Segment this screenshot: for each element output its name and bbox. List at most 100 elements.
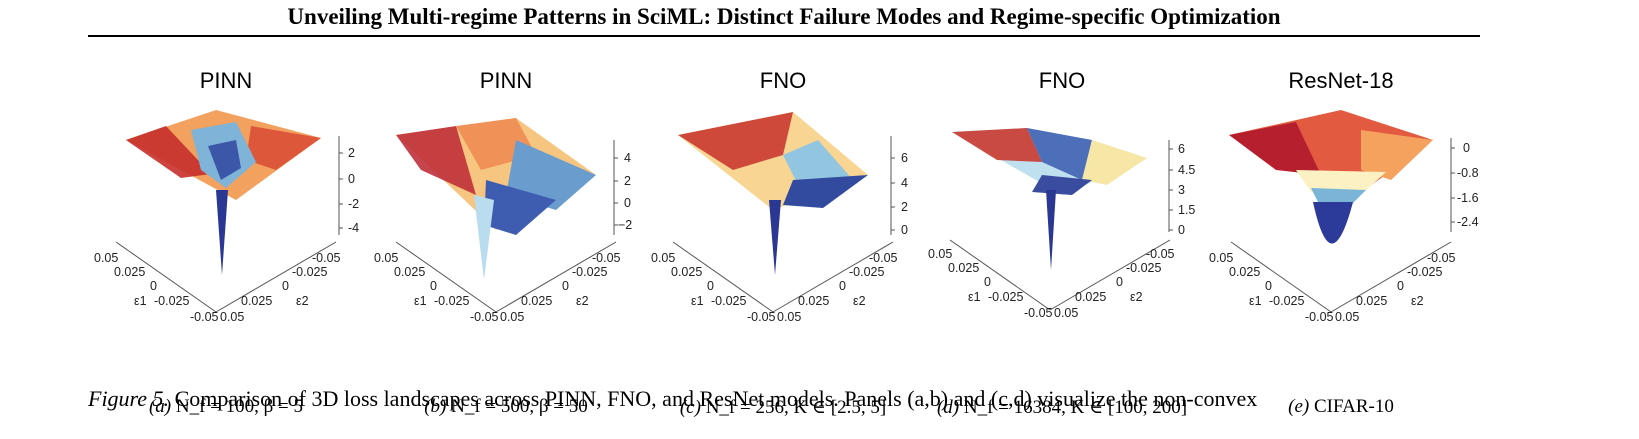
e2-tick: 0 — [282, 279, 289, 293]
running-header: Unveiling Multi-regime Patterns in SciML… — [287, 4, 1281, 29]
z-tick: 1.5 — [1178, 203, 1195, 217]
e1-tick: 0.05 — [928, 247, 952, 261]
e1-label: ε1 — [134, 294, 147, 308]
panel-caption: (c) N_f = 256, K ∈ [2.5, 5] — [643, 396, 923, 419]
loss-spike — [474, 195, 494, 280]
e1-tick: -0.05 — [470, 310, 499, 324]
figure-caption-text: Comparison of 3D loss landscapes across … — [174, 386, 1258, 411]
z-tick: 0 — [1463, 141, 1470, 155]
z-tick: 4 — [901, 176, 908, 190]
e2-tick: -0.05 — [1427, 251, 1456, 265]
panel-caption-text: N_f = 16384, K ∈ [100, 200] — [963, 397, 1188, 418]
panel-caption-text: CIFAR-10 — [1313, 396, 1394, 417]
e1-tick: 0.05 — [94, 251, 118, 265]
e1-tick: 0 — [984, 275, 991, 289]
loss-landscape-plot: 6 4.5 3 1.5 0 0.05 0.025 0 -0.025 -0.05 … — [928, 128, 1195, 320]
figure-label: Figure 5. — [88, 386, 170, 411]
loss-landscape-plot: 4 2 0 −2 0.05 0.025 0 -0.025 -0.05 ε1 0.… — [374, 118, 632, 324]
loss-spike — [216, 190, 228, 275]
z-tick: 2 — [901, 200, 908, 214]
e2-tick: 0.05 — [500, 310, 524, 324]
panel-caption: (d) N_f = 16384, K ∈ [100, 200] — [922, 396, 1202, 419]
z-tick: 0 — [624, 196, 631, 210]
e1-tick: 0.025 — [114, 265, 145, 279]
e2-axis-line — [772, 241, 894, 313]
e2-tick: 0 — [1397, 279, 1404, 293]
e2-label: ε2 — [1411, 294, 1424, 308]
e1-tick: 0 — [150, 279, 157, 293]
e2-axis-line — [1049, 239, 1171, 311]
e2-tick: 0.025 — [1075, 290, 1106, 304]
z-tick: 2 — [348, 146, 355, 160]
panel-a: PINN 2 0 -2 -4 0.05 0.025 0 -0.025 -0.05… — [86, 62, 366, 417]
e1-tick: -0.025 — [434, 294, 469, 308]
loss-landscape-plot: 6 4 2 0 0.05 0.025 0 -0.025 -0.05 ε1 0.0… — [651, 112, 908, 324]
e2-tick: -0.05 — [869, 251, 898, 265]
e2-tick: 0.05 — [1335, 310, 1359, 324]
z-tick: 0 — [1178, 223, 1185, 237]
z-tick: -1.6 — [1457, 191, 1479, 205]
e2-tick: -0.05 — [592, 251, 621, 265]
z-tick: −2 — [618, 218, 632, 232]
loss-spike — [1313, 202, 1353, 244]
e1-axis-line — [395, 241, 497, 313]
e1-axis-line — [672, 241, 774, 313]
z-tick: 6 — [1178, 142, 1185, 156]
z-axis — [613, 140, 618, 235]
z-axis — [890, 136, 895, 235]
panel-title: FNO — [1038, 68, 1086, 93]
e2-tick: -0.05 — [1146, 247, 1175, 261]
loss-spike — [769, 200, 781, 275]
panel-letter: (b) — [424, 396, 447, 417]
e1-tick: -0.05 — [190, 310, 219, 324]
e2-tick: -0.025 — [1407, 265, 1442, 279]
e1-axis-line — [949, 239, 1051, 311]
e2-label: ε2 — [576, 294, 589, 308]
e1-tick: 0.025 — [948, 261, 979, 275]
panel-c: FNO 6 4 2 0 0.05 0.025 0 -0.025 -0.05 ε1… — [643, 62, 923, 418]
panel-caption: (e) CIFAR-10 — [1201, 396, 1481, 418]
e2-tick: 0.05 — [1054, 306, 1078, 320]
panel-caption-text: N_f = 256, K ∈ [2.5, 5] — [705, 397, 887, 418]
e1-tick: -0.025 — [154, 294, 189, 308]
z-tick: 0 — [901, 223, 908, 237]
e2-axis-line — [1330, 241, 1452, 313]
e1-label: ε1 — [1249, 294, 1262, 308]
e2-tick: -0.025 — [849, 265, 884, 279]
panel-letter: (c) — [679, 397, 701, 418]
loss-spike — [1046, 190, 1056, 270]
z-tick: -2 — [348, 197, 359, 211]
z-tick: 4.5 — [1178, 163, 1195, 177]
e1-tick: -0.05 — [1305, 310, 1334, 324]
e2-tick: 0 — [839, 279, 846, 293]
panel-title: ResNet-18 — [1288, 68, 1394, 93]
e2-tick: -0.05 — [312, 251, 341, 265]
e1-tick: 0.025 — [1229, 265, 1260, 279]
z-axis — [1450, 138, 1455, 232]
e1-label: ε1 — [968, 290, 981, 304]
z-tick: -0.8 — [1457, 166, 1479, 180]
loss-landscape-plot: 2 0 -2 -4 0.05 0.025 0 -0.025 -0.05 ε1 0… — [94, 110, 359, 324]
e2-tick: 0 — [562, 279, 569, 293]
e2-label: ε2 — [1130, 290, 1143, 304]
e1-tick: -0.05 — [1024, 306, 1053, 320]
e2-tick: -0.025 — [1126, 261, 1161, 275]
panel-caption: (b) N_f = 500, β = 50 — [366, 396, 646, 418]
z-tick: -2.4 — [1457, 215, 1479, 229]
e2-tick: 0 — [1116, 275, 1123, 289]
z-axis — [338, 136, 343, 235]
e2-label: ε2 — [853, 294, 866, 308]
e1-tick: 0.05 — [651, 251, 675, 265]
e1-label: ε1 — [414, 294, 427, 308]
panel-b: PINN 4 2 0 −2 0.05 0.025 0 -0.025 -0.05 … — [366, 62, 646, 417]
panel-caption-text: N_f = 100, β = 5 — [175, 396, 304, 417]
e1-tick: -0.025 — [711, 294, 746, 308]
e1-tick: 0 — [430, 279, 437, 293]
panel-letter: (e) — [1288, 396, 1310, 417]
z-tick: 4 — [624, 151, 631, 165]
panel-letter: (d) — [936, 397, 960, 418]
z-tick: 0 — [348, 172, 355, 186]
e1-axis-line — [1230, 241, 1332, 313]
e1-tick: 0.025 — [671, 265, 702, 279]
header-rule — [88, 35, 1480, 37]
